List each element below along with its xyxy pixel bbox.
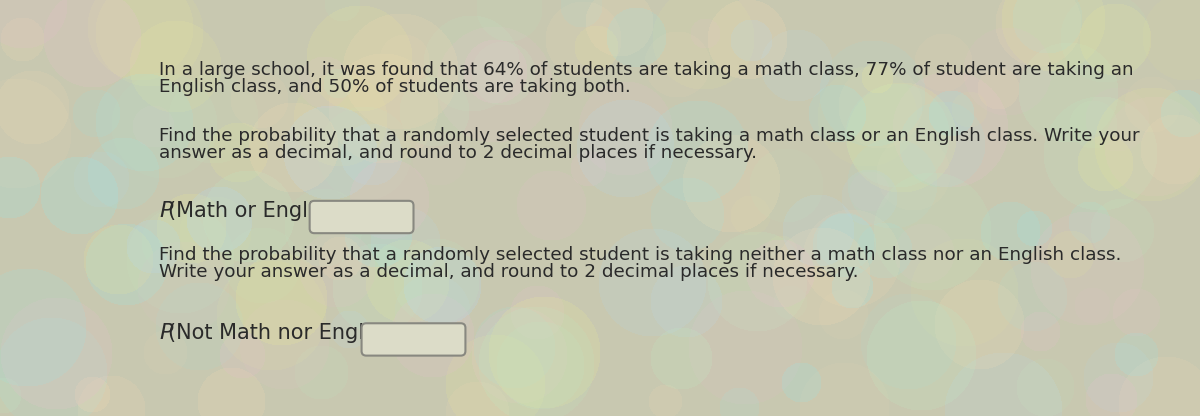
Text: P: P [160, 323, 173, 343]
Text: Find the probability that a randomly selected student is taking neither a math c: Find the probability that a randomly sel… [160, 246, 1122, 264]
Text: P: P [160, 201, 173, 221]
Text: Find the probability that a randomly selected student is taking a math class or : Find the probability that a randomly sel… [160, 127, 1140, 145]
Text: answer as a decimal, and round to 2 decimal places if necessary.: answer as a decimal, and round to 2 deci… [160, 144, 757, 162]
FancyBboxPatch shape [361, 323, 466, 356]
Text: English class, and 50% of students are taking both.: English class, and 50% of students are t… [160, 78, 631, 96]
Text: In a large school, it was found that 64% of students are taking a math class, 77: In a large school, it was found that 64%… [160, 61, 1134, 79]
FancyBboxPatch shape [310, 201, 414, 233]
Text: (Math or English) =: (Math or English) = [168, 201, 370, 221]
Text: Write your answer as a decimal, and round to 2 decimal places if necessary.: Write your answer as a decimal, and roun… [160, 263, 859, 281]
Text: (Not Math nor English) =: (Not Math nor English) = [168, 323, 426, 343]
